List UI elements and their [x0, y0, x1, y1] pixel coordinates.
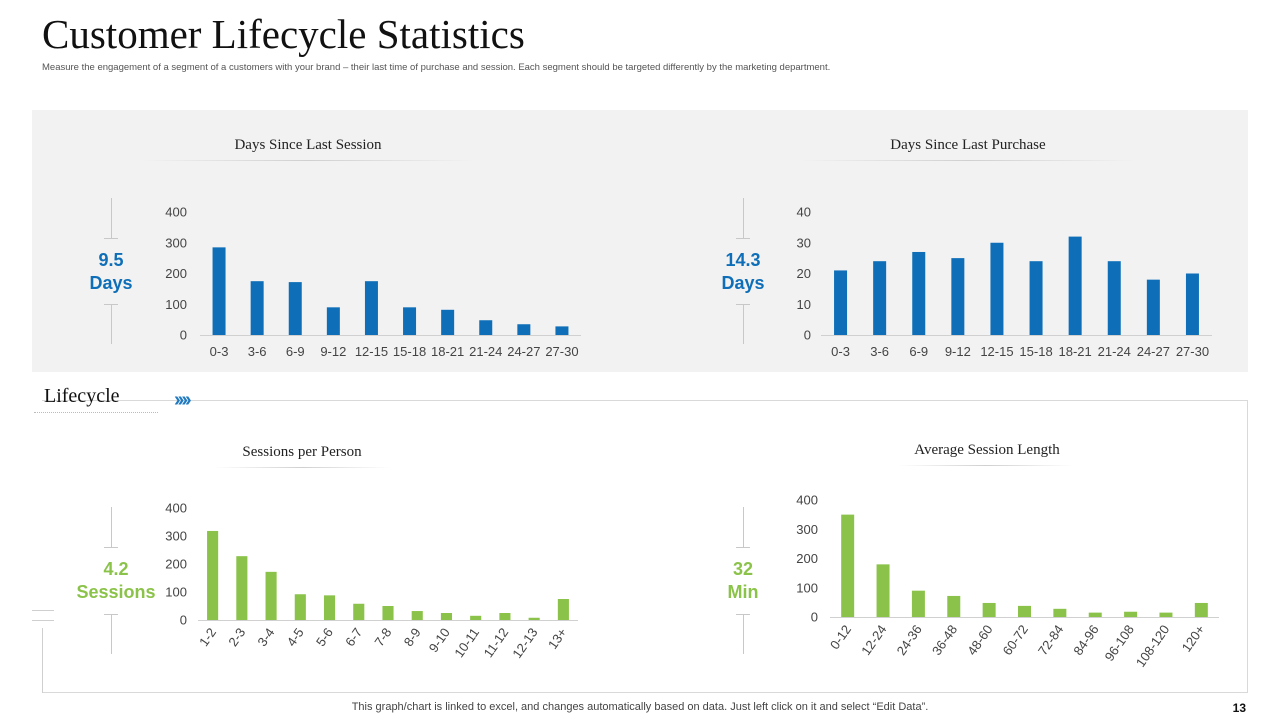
- kpi-session-length: 32 Min: [693, 558, 793, 604]
- kpi-rule: [743, 304, 744, 344]
- chart-title-sessions-per-person: Sessions per Person: [242, 444, 362, 460]
- kpi-rule: [111, 304, 112, 344]
- kpi-rule: [743, 198, 744, 238]
- frame-divider: [32, 610, 54, 611]
- kpi-sessions-per-person: 4.2 Sessions: [56, 558, 176, 604]
- title-rule: [898, 465, 1074, 466]
- x-tick-label: 18-21: [431, 344, 464, 359]
- frame-divider: [32, 620, 54, 621]
- kpi-rule: [111, 614, 112, 654]
- kpi-rule: [111, 507, 112, 547]
- bar: [364, 281, 378, 335]
- x-tick-label: 12-15: [355, 344, 388, 359]
- y-tick-label: 400: [165, 205, 187, 220]
- y-tick-label: 200: [165, 266, 187, 281]
- bar: [403, 307, 417, 335]
- kpi-rule: [736, 547, 750, 548]
- lifecycle-frame: [42, 400, 1248, 693]
- kpi-unit: Days: [89, 273, 133, 293]
- x-tick-label: 3-6: [248, 344, 267, 359]
- kpi-rule: [743, 614, 744, 654]
- kpi-rule: [111, 198, 112, 238]
- kpi-days-since-session: 9.5 Days: [61, 249, 161, 295]
- title-rule: [214, 467, 390, 468]
- bar: [517, 324, 531, 335]
- bar: [555, 326, 569, 335]
- kpi-rule: [743, 507, 744, 547]
- page-number: 13: [1232, 701, 1246, 715]
- chevron-arrows-icon: ››››: [174, 389, 192, 411]
- bar: [479, 320, 493, 335]
- y-tick-label: 0: [180, 328, 187, 343]
- page-subtitle: Measure the engagement of a segment of a…: [42, 62, 831, 73]
- x-tick-label: 9-12: [320, 344, 346, 359]
- x-tick-label: 15-18: [393, 344, 426, 359]
- kpi-value: 4.2: [103, 559, 129, 579]
- footer-note: This graph/chart is linked to excel, and…: [351, 701, 929, 713]
- kpi-value: 32: [732, 559, 754, 579]
- kpi-rule: [104, 238, 118, 239]
- kpi-value: 14.3: [725, 250, 761, 270]
- bar: [288, 282, 302, 335]
- x-tick-label: 24-27: [507, 344, 540, 359]
- top-panel: [32, 110, 1248, 372]
- bar: [326, 307, 340, 335]
- chart-title-purchase: Days Since Last Purchase: [890, 137, 1046, 153]
- title-rule: [800, 160, 1136, 161]
- kpi-days-since-purchase: 14.3 Days: [693, 249, 793, 295]
- page-title: Customer Lifecycle Statistics: [42, 11, 525, 57]
- kpi-unit: Sessions: [76, 582, 156, 602]
- section-underline: [34, 412, 158, 413]
- bar: [441, 309, 455, 335]
- x-tick-label: 21-24: [469, 344, 502, 359]
- x-tick-label: 0-3: [210, 344, 229, 359]
- chart-title-session: Days Since Last Session: [234, 137, 382, 153]
- x-tick-label: 6-9: [286, 344, 305, 359]
- y-tick-label: 100: [165, 297, 187, 312]
- kpi-unit: Days: [721, 273, 765, 293]
- x-tick-label: 27-30: [545, 344, 578, 359]
- bar: [212, 247, 226, 335]
- section-label: Lifecycle: [44, 385, 120, 407]
- kpi-rule: [736, 238, 750, 239]
- frame-divider: [42, 628, 43, 693]
- chart-title-session-length: Average Session Length: [914, 442, 1060, 458]
- y-tick-label: 300: [165, 235, 187, 250]
- kpi-value: 9.5: [98, 250, 124, 270]
- bar: [250, 281, 264, 335]
- kpi-unit: Min: [727, 582, 759, 602]
- kpi-rule: [104, 547, 118, 548]
- title-rule: [140, 160, 476, 161]
